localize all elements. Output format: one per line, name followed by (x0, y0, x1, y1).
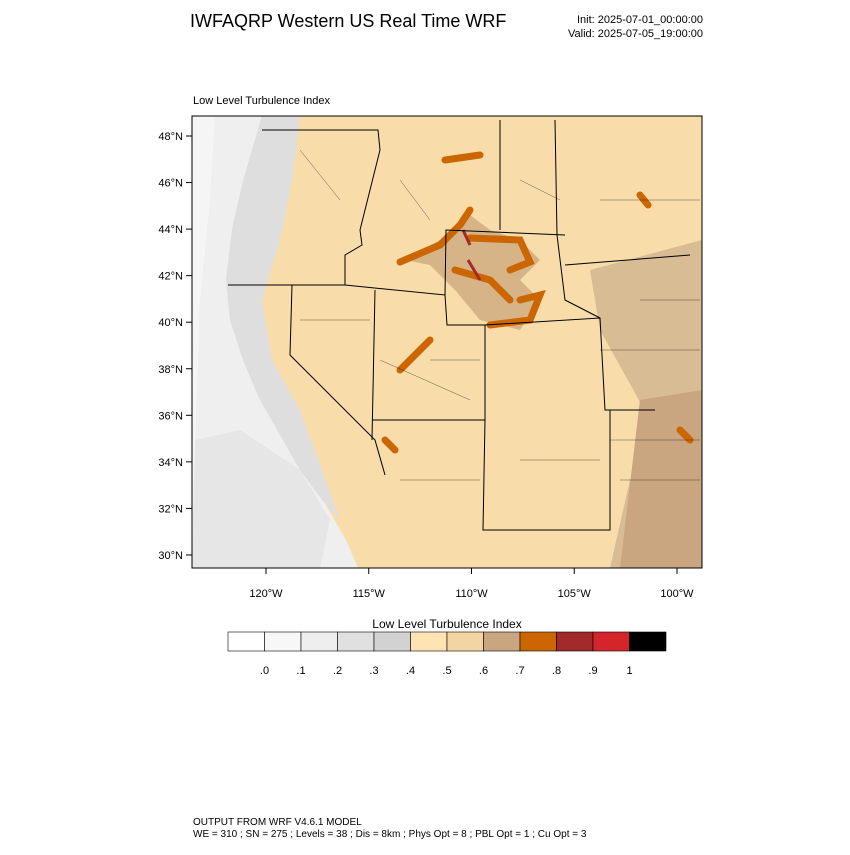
colorbar-box (446, 631, 484, 652)
colorbar-label: .7 (515, 665, 524, 677)
colorbar-label: .3 (369, 665, 378, 677)
colorbar-box (519, 631, 557, 652)
colorbar-box (410, 631, 448, 652)
lon-label: 100°W (660, 588, 694, 600)
map-fill (192, 116, 702, 568)
colorbar-box (483, 631, 521, 652)
lat-label: 48°N (158, 131, 183, 143)
init-time: Init: 2025-07-01_00:00:00 (577, 14, 703, 26)
colorbar: .0 .1 .2 .3 .4 .5 .6 .7 .8 .9 1 (227, 631, 667, 677)
colorbar-label: .0 (260, 665, 269, 677)
colorbar-box (300, 631, 338, 652)
valid-time: Valid: 2025-07-05_19:00:00 (568, 28, 703, 40)
severe-turbulence (461, 229, 482, 281)
colorbar-label: .9 (588, 665, 597, 677)
colorbar-box (373, 631, 411, 652)
map-ticks: 48°N 46°N 44°N 42°N 40°N 38°N 36°N 34°N 32°N 30°N… (158, 131, 694, 600)
lat-label: 46°N (158, 178, 183, 190)
colorbar-box (264, 631, 302, 652)
map-frame (191, 115, 703, 569)
lon-label: 115°W (353, 588, 386, 600)
footer-line-2: WE = 310 ; SN = 275 ; Levels = 38 ; Dis … (193, 829, 587, 840)
lat-label: 40°N (158, 317, 183, 329)
colorbar-label: .8 (552, 665, 561, 677)
colorbar-label: .2 (333, 665, 342, 677)
lon-label: 105°W (558, 588, 592, 600)
lat-label: 44°N (158, 224, 183, 236)
colorbar-label: .1 (296, 665, 305, 677)
colorbar-title: Low Level Turbulence Index (372, 617, 521, 631)
colorbar-box (227, 631, 265, 652)
colorbar-box (592, 631, 630, 652)
colorbar-box (337, 631, 375, 652)
coastal-gray (226, 116, 340, 520)
county-lines (299, 149, 700, 481)
colorbar-label: .5 (442, 665, 451, 677)
lat-label: 36°N (158, 410, 183, 422)
map (191, 115, 703, 569)
colorbar-label: .4 (406, 665, 415, 677)
map-label: Low Level Turbulence Index (193, 95, 330, 107)
lat-label: 32°N (158, 503, 183, 515)
lat-label: 38°N (158, 364, 183, 376)
colorbar-label: .6 (479, 665, 488, 677)
colorbar-box (556, 631, 594, 652)
colorbar-label: 1 (626, 665, 632, 677)
state-lines (228, 119, 691, 531)
lon-label: 120°W (249, 588, 283, 600)
lat-label: 30°N (158, 550, 183, 562)
sw-gray (192, 430, 330, 568)
footer-line-1: OUTPUT FROM WRF V4.6.1 MODEL (193, 817, 362, 828)
lon-label: 110°W (455, 588, 488, 600)
colorbar-box (629, 631, 667, 652)
title: IWFAQRP Western US Real Time WRF (190, 11, 506, 31)
ocean-light (192, 116, 215, 568)
lat-label: 42°N (158, 271, 183, 283)
lat-label: 34°N (158, 457, 183, 469)
